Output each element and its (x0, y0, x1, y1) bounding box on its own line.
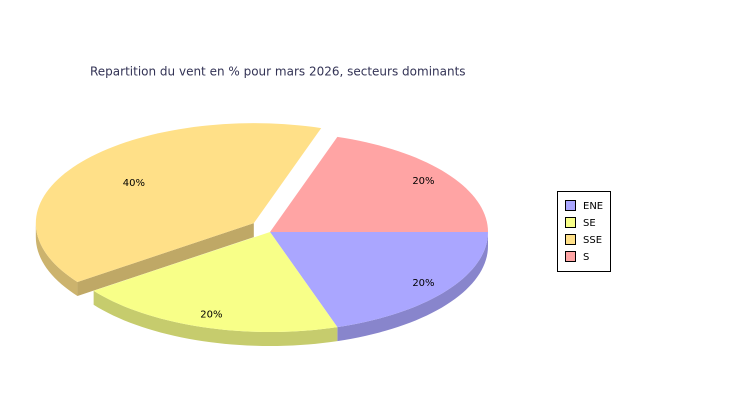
slice (35, 123, 322, 282)
chart-title: Repartition du vent en % pour mars 2026,… (90, 65, 466, 79)
slice-edge (77, 223, 254, 296)
legend-swatch (565, 200, 576, 211)
legend-swatch (565, 251, 576, 262)
data-label: 20% (412, 278, 434, 289)
slice (270, 136, 488, 232)
slice-side (337, 232, 488, 342)
legend-label: SSE (583, 235, 602, 246)
slice (93, 232, 338, 332)
legend-swatch (565, 234, 576, 245)
data-label: 40% (123, 178, 145, 189)
legend-label: S (583, 252, 589, 263)
legend-label: SE (583, 218, 596, 229)
slice (270, 232, 488, 328)
legend-swatch (565, 217, 576, 228)
slice-side (93, 290, 338, 346)
legend-label: ENE (583, 201, 603, 212)
slice-side (35, 223, 78, 296)
data-label: 20% (412, 176, 434, 187)
data-label: 20% (200, 310, 222, 321)
